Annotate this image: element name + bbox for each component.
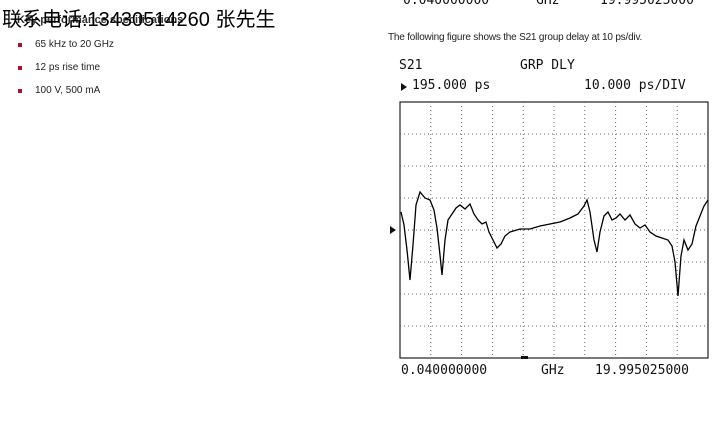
top-stop: 19.995025000 (600, 0, 694, 8)
spec-item: 100 V, 500 mA (17, 85, 101, 96)
spec-item: 65 kHz to 20 GHz (18, 39, 114, 50)
top-unit: GHz (536, 0, 560, 8)
screen-start: 0.040000000 (401, 363, 488, 378)
screen-unit: GHz (541, 363, 565, 378)
ref-marker (390, 226, 396, 234)
screen-format: GRP DLY (520, 58, 575, 73)
marker (521, 356, 528, 359)
spec-item: 12 ps rise time (17, 62, 101, 73)
top-start: 0.040000000 (403, 0, 490, 8)
screen-scale: 10.000 ps/DIV (584, 78, 686, 93)
screen-param: S21 (399, 58, 423, 73)
screen-stop: 19.995025000 (595, 363, 689, 378)
screen-reference: 195.000 ps (412, 78, 491, 93)
trace (400, 190, 709, 297)
specs-title: Key performance specifications (17, 14, 184, 26)
watermark: 联系电话:13430514260 张先生 (2, 9, 276, 31)
caption: The following figure shows the S21 group… (388, 32, 643, 43)
graticule (400, 102, 708, 358)
ref-arrow (401, 83, 407, 91)
